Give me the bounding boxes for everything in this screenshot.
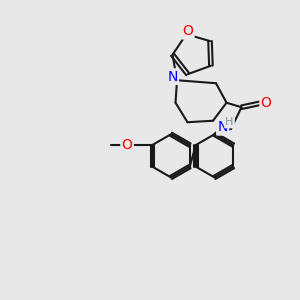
Text: O: O — [182, 24, 193, 38]
Text: H: H — [225, 117, 234, 127]
Text: N: N — [167, 70, 178, 84]
Text: O: O — [122, 138, 133, 152]
Text: N: N — [218, 120, 228, 134]
Text: O: O — [261, 96, 272, 110]
